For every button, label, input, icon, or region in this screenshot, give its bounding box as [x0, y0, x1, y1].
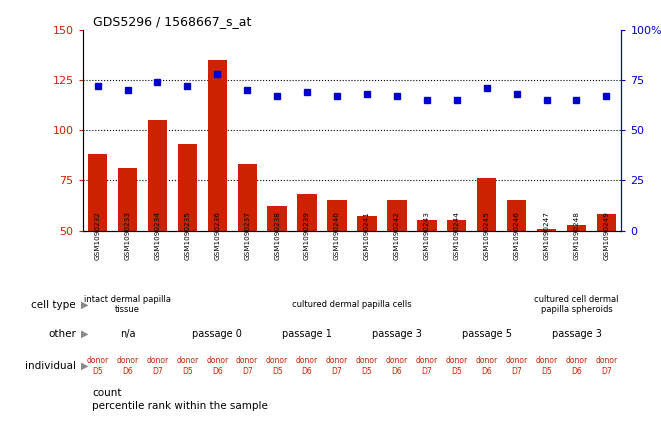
Text: GDS5296 / 1568667_s_at: GDS5296 / 1568667_s_at [93, 16, 252, 28]
Text: count: count [92, 388, 122, 398]
Text: donor
D5: donor D5 [535, 356, 558, 376]
Bar [147, 120, 167, 231]
Bar [237, 164, 257, 231]
Text: passage 3: passage 3 [372, 329, 422, 339]
Text: passage 0: passage 0 [192, 329, 242, 339]
Text: ▶: ▶ [81, 299, 89, 310]
Text: intact dermal papilla
tissue: intact dermal papilla tissue [84, 295, 171, 314]
Text: cell type: cell type [31, 299, 76, 310]
Text: donor
D7: donor D7 [596, 356, 617, 376]
Bar [208, 60, 227, 231]
Bar [537, 228, 557, 231]
Bar [268, 206, 287, 231]
Text: donor
D6: donor D6 [386, 356, 408, 376]
Text: passage 1: passage 1 [282, 329, 332, 339]
Bar [118, 168, 137, 231]
Text: GSM1090246: GSM1090246 [514, 211, 520, 260]
Text: GSM1090242: GSM1090242 [394, 211, 400, 260]
Text: donor
D5: donor D5 [446, 356, 468, 376]
Text: passage 3: passage 3 [551, 329, 602, 339]
Text: donor
D5: donor D5 [266, 356, 288, 376]
Text: donor
D5: donor D5 [356, 356, 378, 376]
Bar [297, 195, 317, 231]
Text: other: other [48, 329, 76, 339]
Bar [417, 220, 436, 231]
Text: GSM1090237: GSM1090237 [244, 211, 251, 260]
Text: donor
D7: donor D7 [416, 356, 438, 376]
Text: donor
D7: donor D7 [326, 356, 348, 376]
Text: donor
D6: donor D6 [296, 356, 318, 376]
Text: GSM1090238: GSM1090238 [274, 211, 280, 260]
Text: percentile rank within the sample: percentile rank within the sample [92, 401, 268, 411]
Text: ▶: ▶ [81, 361, 89, 371]
Text: GSM1090247: GSM1090247 [543, 211, 549, 260]
Text: donor
D6: donor D6 [116, 356, 139, 376]
Text: donor
D7: donor D7 [146, 356, 169, 376]
Text: GSM1090243: GSM1090243 [424, 211, 430, 260]
Text: donor
D5: donor D5 [176, 356, 198, 376]
Text: ▶: ▶ [81, 329, 89, 339]
Text: GSM1090232: GSM1090232 [95, 211, 100, 260]
Text: GSM1090245: GSM1090245 [484, 211, 490, 260]
Text: GSM1090234: GSM1090234 [155, 211, 161, 260]
Bar [447, 220, 467, 231]
Text: GSM1090249: GSM1090249 [603, 211, 609, 260]
Text: passage 5: passage 5 [461, 329, 512, 339]
Text: donor
D7: donor D7 [236, 356, 258, 376]
Text: donor
D6: donor D6 [475, 356, 498, 376]
Text: individual: individual [25, 361, 76, 371]
Text: GSM1090240: GSM1090240 [334, 211, 340, 260]
Text: cultured cell dermal
papilla spheroids: cultured cell dermal papilla spheroids [534, 295, 619, 314]
Text: donor
D7: donor D7 [506, 356, 527, 376]
Bar [178, 144, 197, 231]
Bar [566, 225, 586, 231]
Bar [387, 201, 407, 231]
Text: donor
D6: donor D6 [206, 356, 229, 376]
Text: donor
D6: donor D6 [565, 356, 588, 376]
Bar [88, 154, 107, 231]
Bar [477, 179, 496, 231]
Bar [507, 201, 526, 231]
Bar [327, 201, 347, 231]
Text: GSM1090244: GSM1090244 [453, 211, 460, 260]
Text: GSM1090241: GSM1090241 [364, 211, 370, 260]
Bar [357, 217, 377, 231]
Text: GSM1090233: GSM1090233 [124, 211, 130, 260]
Text: GSM1090248: GSM1090248 [574, 211, 580, 260]
Text: GSM1090239: GSM1090239 [304, 211, 310, 260]
Text: n/a: n/a [120, 329, 136, 339]
Bar [597, 214, 616, 231]
Text: donor
D5: donor D5 [87, 356, 108, 376]
Text: GSM1090236: GSM1090236 [214, 211, 220, 260]
Text: GSM1090235: GSM1090235 [184, 211, 190, 260]
Text: cultured dermal papilla cells: cultured dermal papilla cells [292, 300, 412, 309]
